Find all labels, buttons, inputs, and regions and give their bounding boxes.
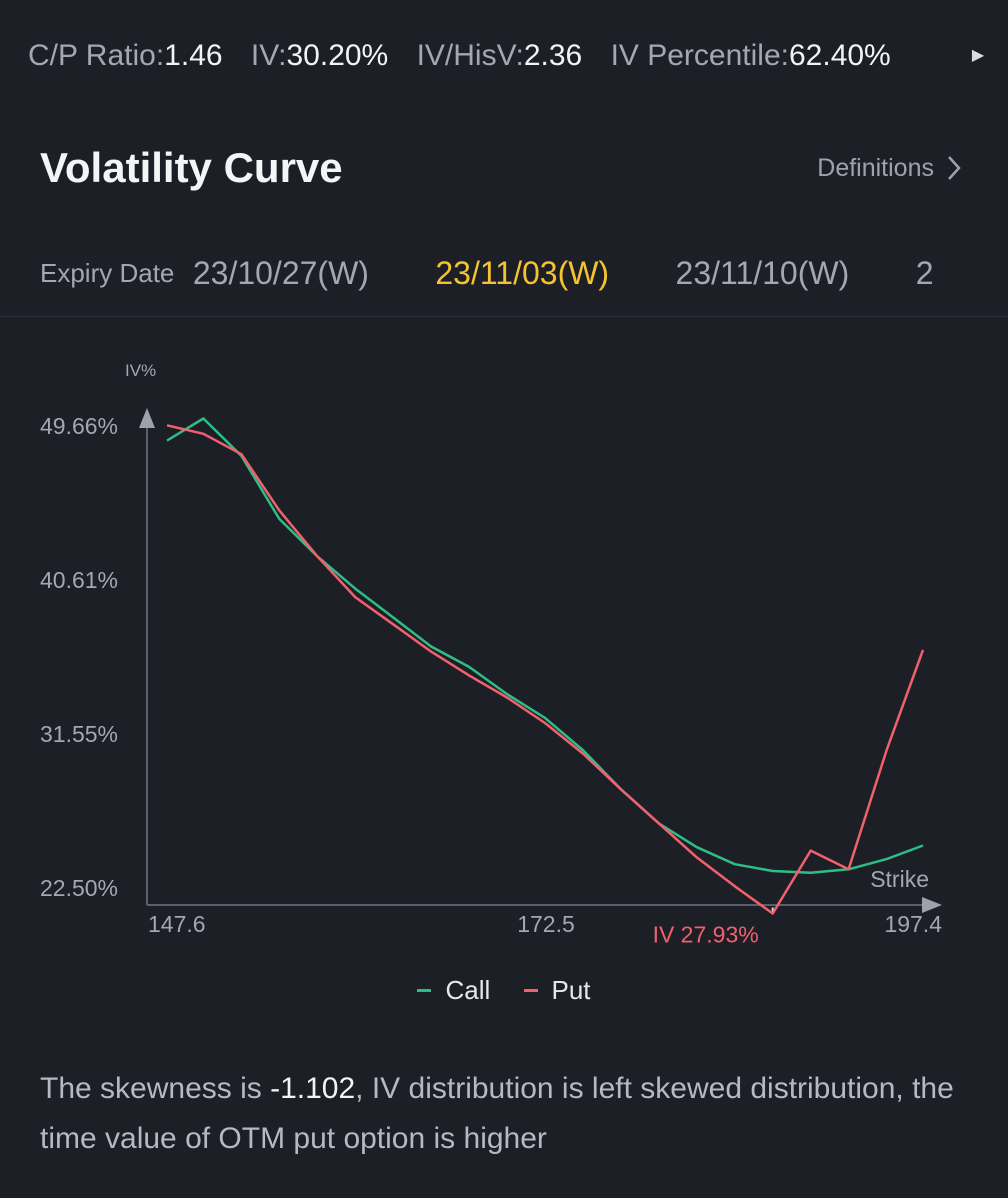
y-tick-label: 49.66%: [40, 413, 118, 439]
legend-call-label: Call: [445, 975, 491, 1005]
series-put-line: [166, 424, 925, 915]
x-axis-label: Strike: [870, 866, 929, 892]
stats-fade: [896, 36, 966, 76]
call-swatch: [417, 988, 432, 992]
annotation-label: IV 27.93%: [653, 922, 759, 948]
divider: [0, 316, 1008, 317]
skew-prefix: The skewness is: [40, 1072, 271, 1105]
legend-put-label: Put: [551, 975, 591, 1005]
legend-put: Put: [523, 975, 591, 1006]
y-tick-label: 31.55%: [40, 721, 118, 747]
x-tick-label: 147.6: [148, 911, 206, 937]
y-axis-label: IV%: [125, 361, 156, 380]
y-axis-arrow: [139, 408, 155, 428]
stat-cp-ratio: C/P Ratio:1.46: [28, 39, 223, 72]
series-call-line: [166, 417, 924, 874]
put-swatch: [523, 988, 538, 992]
y-tick-label: 40.61%: [40, 567, 118, 593]
play-arrow-icon[interactable]: ▶: [966, 44, 990, 68]
volatility-chart: IV% Strike 49.66% 40.61% 31.55% 22.50% 147.6 17…: [40, 361, 942, 948]
page-title: Volatility Curve: [40, 144, 343, 191]
x-tick-label: 197.4: [884, 911, 942, 937]
expiry-tabs: Expiry Date 23/10/27(W) 23/11/03(W) 23/1…: [40, 255, 1008, 305]
stat-iv-hisv: IV/HisV:2.36: [416, 39, 583, 72]
stats-bar: C/P Ratio:1.46 IV:30.20% IV/HisV:2.36 IV…: [28, 36, 1008, 76]
definitions-label: Definitions: [817, 154, 934, 182]
skew-value: -1.102: [270, 1072, 356, 1105]
chevron-right-icon: [948, 156, 961, 180]
skewness-text: The skewness is -1.102, IV distribution …: [40, 1064, 980, 1164]
y-tick-label: 22.50%: [40, 875, 118, 901]
x-axis-arrow: [922, 897, 942, 913]
stat-iv-percentile: IV Percentile:62.40%: [610, 39, 891, 72]
tab-expiry-2[interactable]: 23/11/03(W): [435, 255, 610, 291]
legend-call: Call: [417, 975, 490, 1006]
tab-expiry-4[interactable]: 2: [915, 255, 934, 291]
definitions-link[interactable]: Definitions: [817, 148, 962, 188]
skew-suffix: , IV distribution is left skewed distrib…: [40, 1072, 954, 1155]
stat-iv: IV:30.20%: [250, 39, 389, 72]
chart-legend: Call Put: [0, 975, 1008, 1006]
x-tick-label: 172.5: [517, 911, 575, 937]
tab-expiry-3[interactable]: 23/11/10(W): [675, 255, 850, 291]
expiry-label: Expiry Date: [40, 258, 175, 288]
tab-expiry-1[interactable]: 23/10/27(W): [192, 255, 369, 291]
